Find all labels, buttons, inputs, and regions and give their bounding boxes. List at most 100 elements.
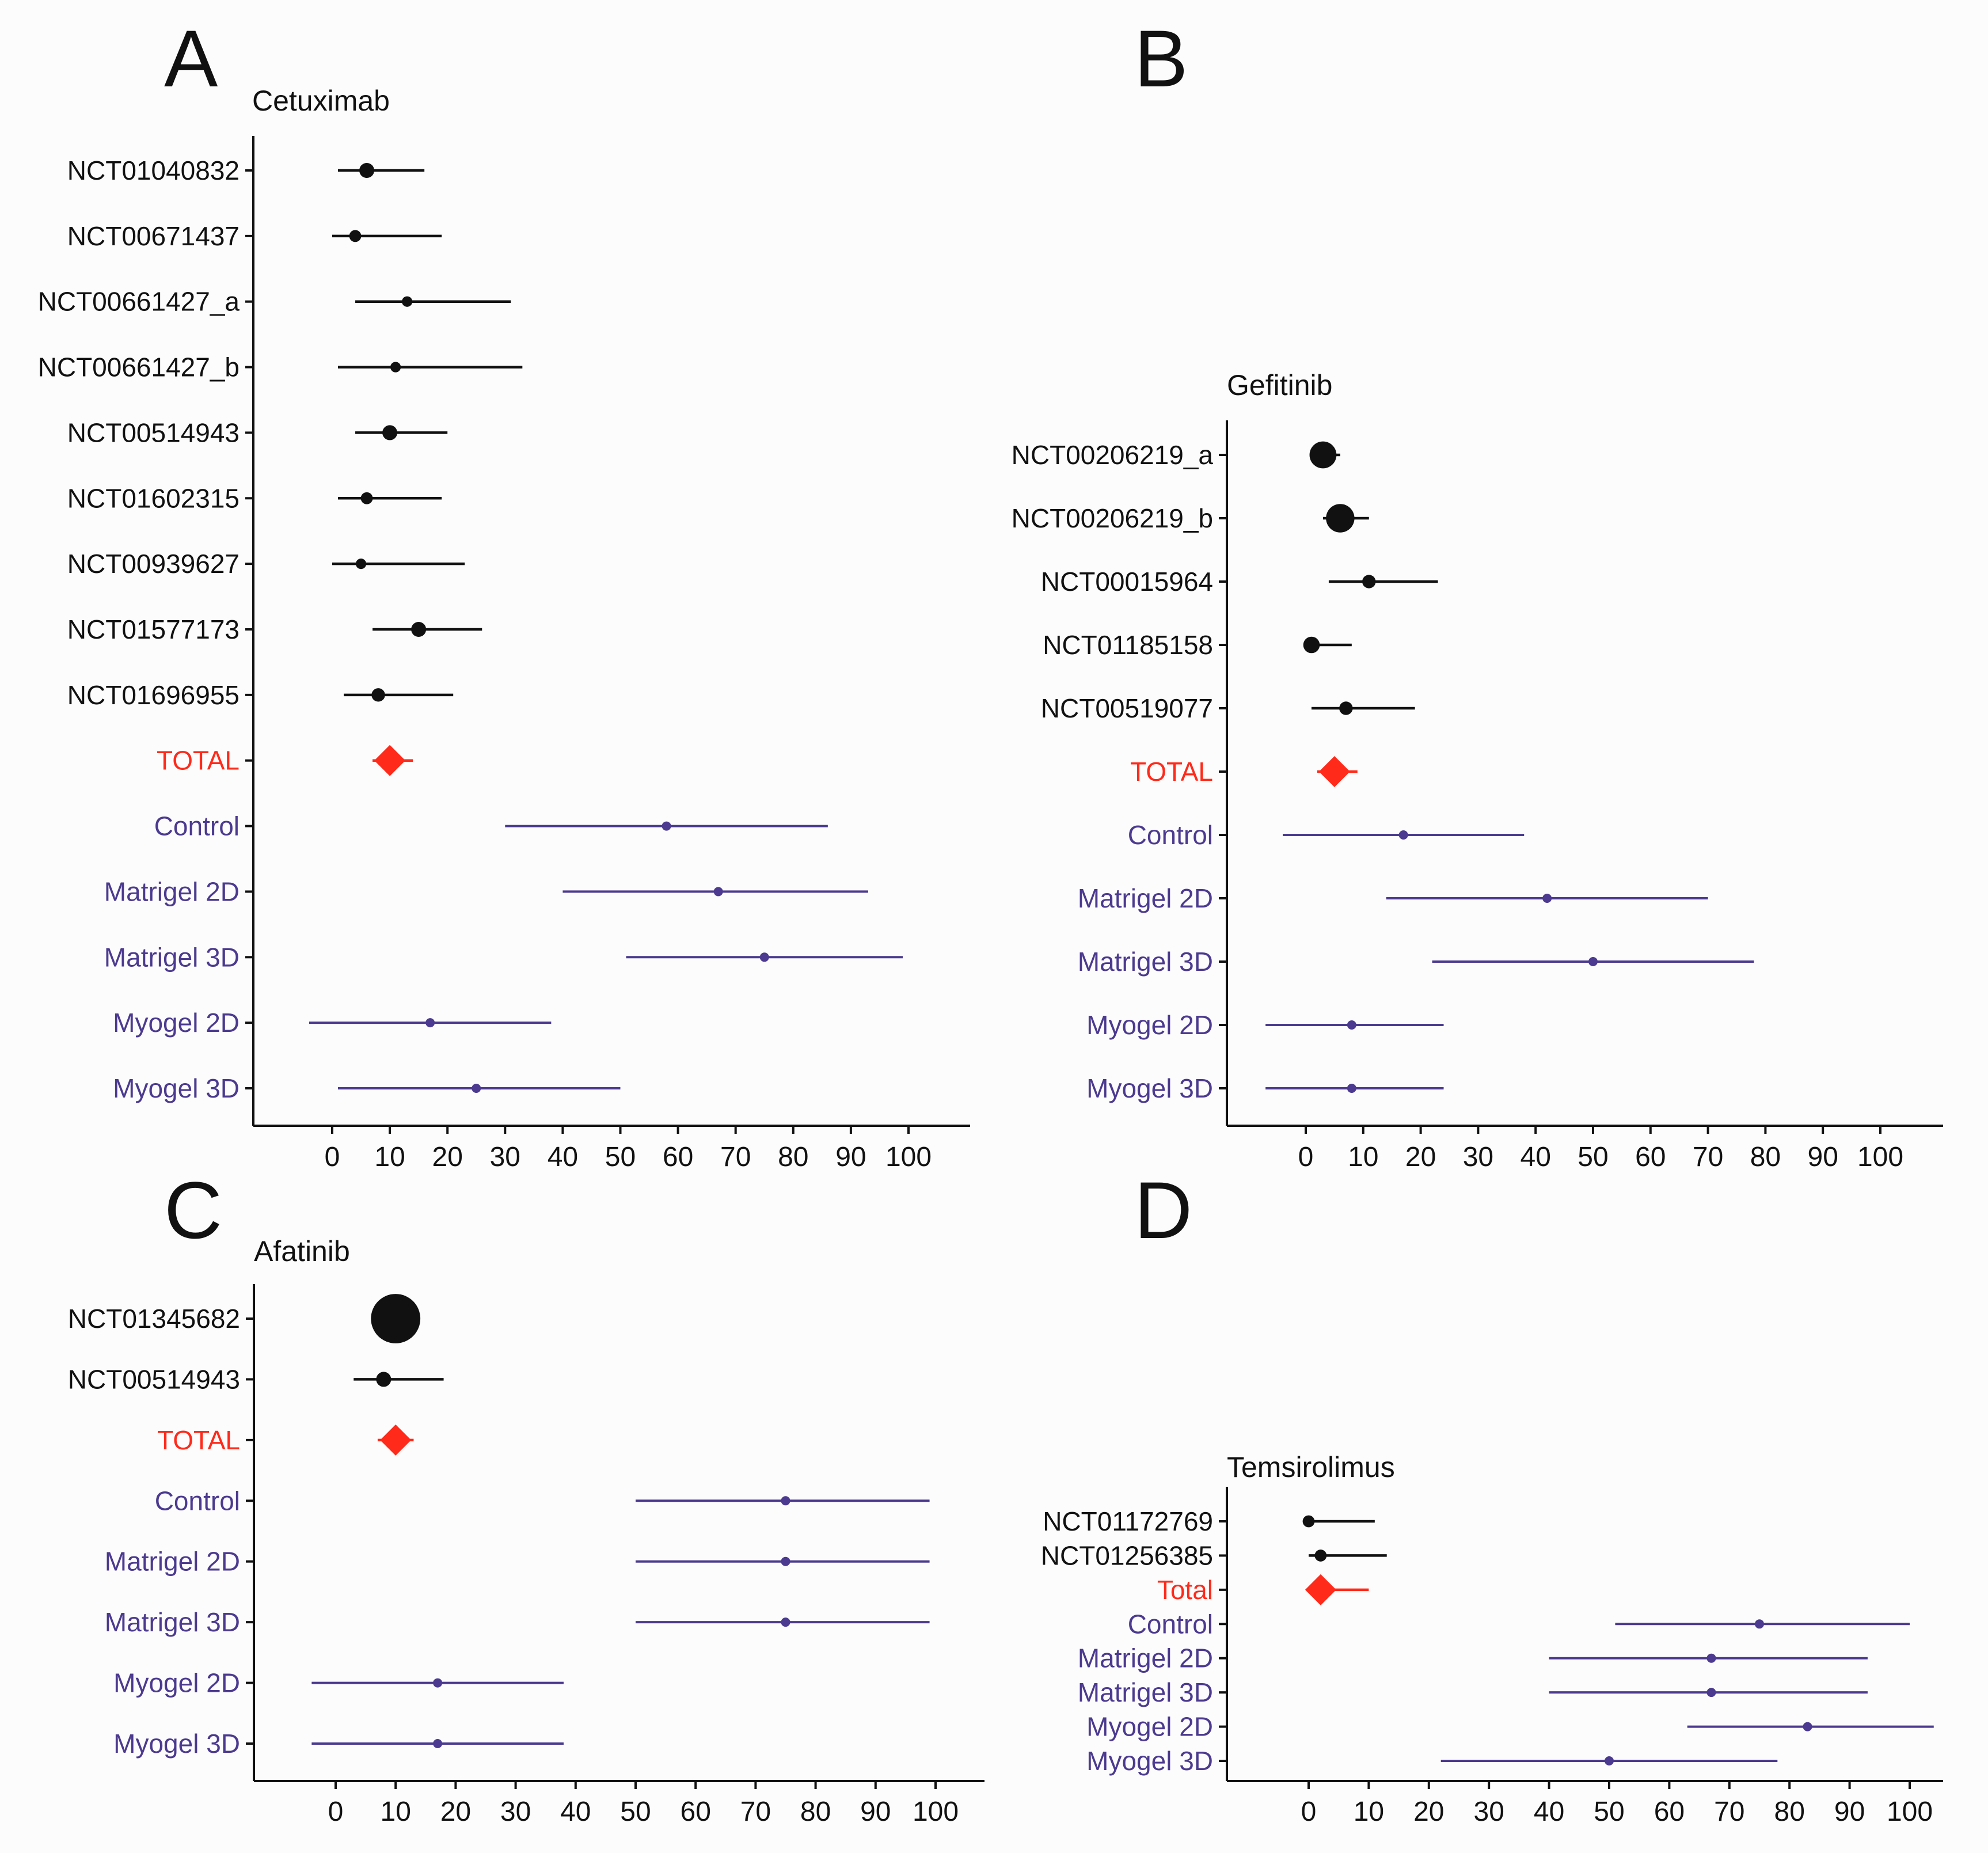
panel-d-row-nct01172769: NCT01172769 [1043,1506,1375,1536]
panel-a-row-nct01602315: NCT01602315 [67,483,442,513]
panel-b-row-matrigel-3d: Matrigel 3D [1078,947,1754,977]
panel-d-model-point [1803,1722,1812,1732]
panel-c-x-tick-label: 40 [560,1797,591,1827]
panel-a-trial-point [411,622,427,637]
panel-a-x-tick-label: 60 [663,1142,693,1172]
panel-b-row-nct01185158: NCT01185158 [1043,630,1352,660]
panel-b-plot: 0 10 20 30 40 50 60 70 80 90 100 NCT00206219_a NCT00… [1012,420,1943,1172]
panel-c-x-tick-label: 50 [620,1797,651,1827]
panel-a-model-point [662,821,671,831]
panel-a-trial-point [359,163,375,178]
panel-c-row-label: Control [155,1486,240,1516]
panel-a-total-diamond [374,745,406,776]
panel-c-plot: 0 10 20 30 40 50 60 70 80 90 100 NCT01345682 NCT0051… [68,1284,985,1827]
panel-a-x-tick-label: 50 [605,1142,636,1172]
panel-b-row-label: NCT00206219_b [1012,503,1213,533]
panel-d-plot: 0 10 20 30 40 50 60 70 80 90 100 NCT01172769 NCT0125… [1041,1487,1943,1827]
panel-c-x-tick-label: 100 [913,1797,959,1827]
panel-c-model-point [781,1617,790,1627]
panel-b-model-point [1398,830,1408,840]
panel-c-row-control: Control [155,1486,930,1516]
panel-a-row-nct00661427-a: NCT00661427_a [38,287,511,317]
panel-c-row-total: TOTAL [157,1424,414,1456]
panel-b-row-label: TOTAL [1130,757,1213,787]
panel-b-x-tick-label: 20 [1405,1142,1436,1172]
panel-a-row-nct00661427-b: NCT00661427_b [38,352,523,382]
panel-a-row-myogel-2d: Myogel 2D [113,1008,552,1038]
panel-d-x-tick-label: 100 [1887,1797,1933,1827]
panel-b-row-label: Myogel 3D [1086,1073,1213,1103]
panel-b: B Gefitinib 0 10 20 30 40 50 60 70 80 90 100 NCT002… [1012,13,1943,1172]
panel-d-x-tick-label: 80 [1774,1797,1805,1827]
panel-a-x-tick-label: 40 [548,1142,578,1172]
panel-a-trial-point [382,425,398,441]
panel-d-row-total: Total [1157,1574,1369,1605]
panel-c-model-point [433,1739,443,1748]
panel-c-row-myogel-3d: Myogel 3D [113,1729,564,1759]
panel-d-x-tick-label: 30 [1474,1797,1504,1827]
panel-c-x-tick-label: 10 [381,1797,411,1827]
panel-d-row-label: Myogel 3D [1086,1746,1213,1776]
panel-b-row-label: NCT01185158 [1043,630,1213,660]
panel-d-x-tick-label: 40 [1534,1797,1564,1827]
panel-a-row-nct00514943: NCT00514943 [67,417,448,447]
panel-a-row-label: Matrigel 2D [104,876,240,906]
panel-c-row-nct00514943: NCT00514943 [68,1364,444,1394]
panel-d: D Temsirolimus 0 10 20 30 40 50 60 70 80 90 100 NCT… [1041,1165,1943,1827]
panel-c-trial-point [371,1294,421,1343]
panel-a-row-nct01577173: NCT01577173 [67,614,482,644]
panel-b-x-tick-label: 70 [1693,1142,1723,1172]
panel-d-trial-point [1302,1515,1315,1528]
panel-c-x-tick-label: 0 [328,1797,344,1827]
panel-a-x-tick-label: 80 [778,1142,808,1172]
panel-a-x-tick-label: 30 [490,1142,520,1172]
panel-a-row-label: TOTAL [157,746,240,776]
panel-b-row-label: Matrigel 3D [1078,947,1213,977]
panel-d-row-control: Control [1128,1609,1910,1639]
panel-a-x-tick-label: 70 [720,1142,751,1172]
panel-a-trial-point [360,492,373,504]
panel-d-row-label: NCT01172769 [1043,1506,1213,1536]
panel-b-trial-point [1326,504,1355,533]
panel-a-row-label: NCT01696955 [67,680,240,710]
panel-c-row-label: Myogel 2D [113,1668,240,1698]
panel-letter-b: B [1134,13,1188,104]
panel-a: A Cetuximab 0 10 20 30 40 50 60 70 80 90 100 NCT010… [38,13,970,1172]
panel-c-title: Afatinib [254,1235,350,1267]
panel-a-x-tick-label: 10 [374,1142,405,1172]
panel-a-x-tick-label: 90 [835,1142,866,1172]
panel-b-model-point [1347,1020,1356,1030]
panel-a-model-point [759,952,769,962]
panel-c-row-label: Matrigel 3D [105,1607,240,1637]
panel-d-model-point [1706,1688,1716,1698]
panel-a-row-myogel-3d: Myogel 3D [113,1073,621,1103]
panel-b-x-tick-label: 90 [1808,1142,1838,1172]
panel-c-x-tick-label: 90 [860,1797,891,1827]
panel-a-row-label: NCT01602315 [67,483,240,513]
panel-c-x-tick-label: 70 [740,1797,771,1827]
panel-b-trial-point [1309,441,1337,469]
panel-d-x-tick-label: 10 [1354,1797,1384,1827]
panel-d-row-myogel-3d: Myogel 3D [1086,1746,1778,1776]
panel-a-row-nct01696955: NCT01696955 [67,680,454,710]
panel-b-model-point [1347,1084,1356,1093]
panel-letter-c: C [164,1165,222,1255]
panel-a-trial-point [371,688,385,702]
panel-b-row-label: NCT00206219_a [1012,440,1214,470]
panel-d-row-matrigel-2d: Matrigel 2D [1078,1643,1868,1673]
panel-c-row-label: TOTAL [157,1425,240,1455]
panel-b-row-matrigel-2d: Matrigel 2D [1078,883,1708,913]
panel-b-trial-point [1362,575,1376,588]
panel-a-row-label: NCT00671437 [67,221,240,251]
panel-a-model-point [472,1084,481,1093]
panel-letter-d: D [1134,1165,1192,1255]
panel-c-row-myogel-2d: Myogel 2D [113,1668,564,1698]
panel-a-row-nct00671437: NCT00671437 [67,221,442,251]
panel-a-trial-point [355,559,367,569]
panel-d-title: Temsirolimus [1227,1451,1395,1483]
panel-a-model-point [713,887,723,897]
panel-a-row-label: NCT00939627 [67,549,240,579]
panel-c-row-nct01345682: NCT01345682 [68,1294,421,1343]
panel-d-total-diamond [1305,1574,1336,1605]
